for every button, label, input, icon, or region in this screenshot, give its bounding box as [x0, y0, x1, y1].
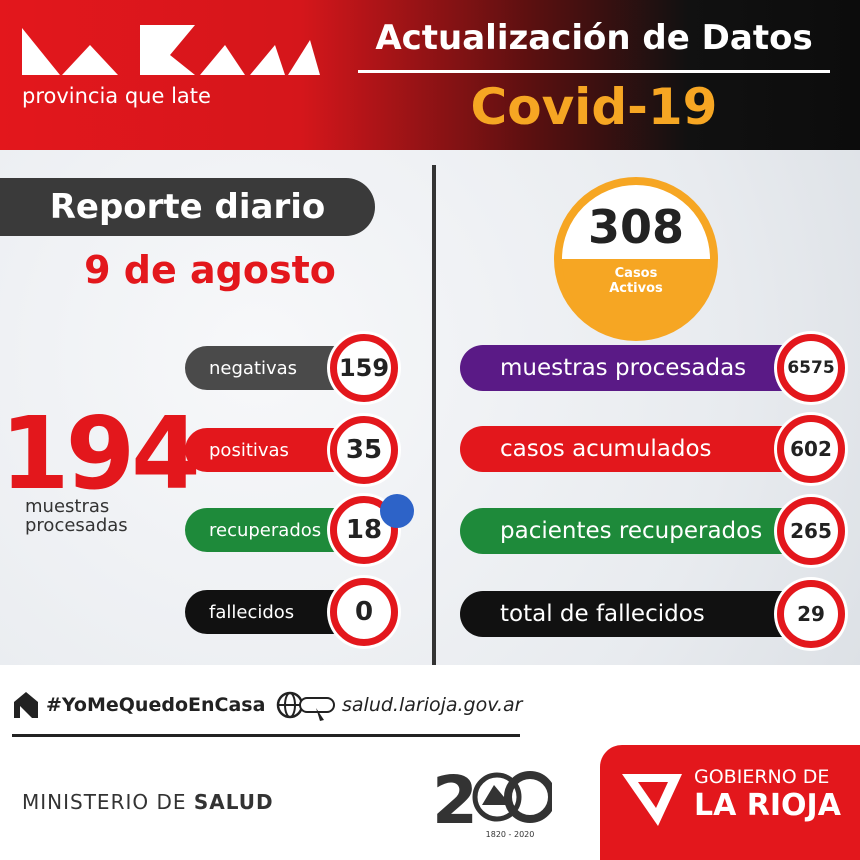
brand: provincia que late	[22, 84, 211, 108]
divider	[358, 70, 830, 73]
daily-value: 18	[330, 496, 398, 564]
home-icon	[14, 692, 38, 718]
report-label: Reporte diario	[0, 178, 375, 236]
hashtag: #YoMeQuedoEnCasa	[46, 694, 266, 716]
cumulative-value: 265	[777, 497, 845, 565]
gov-line1: GOBIERNO DE	[694, 766, 830, 788]
ministry: MINISTERIO DE SALUD	[22, 790, 274, 814]
ministry-text: MINISTERIO DE	[22, 790, 187, 814]
anniversary-logo: 2	[432, 765, 552, 835]
daily-value: 0	[330, 578, 398, 646]
cumulative-pill: total de fallecidos	[460, 591, 810, 637]
svg-text:2: 2	[432, 765, 478, 835]
like-icon	[380, 494, 414, 528]
subtitle: Covid-19	[470, 78, 718, 136]
daily-pill: recuperados	[185, 508, 355, 552]
separator	[432, 165, 436, 665]
report-date: 9 de agosto	[84, 248, 336, 292]
cumulative-pill: pacientes recuperados	[460, 508, 810, 554]
daily-value: 159	[330, 334, 398, 402]
cumulative-pill: casos acumulados	[460, 426, 810, 472]
cumulative-value: 29	[777, 580, 845, 648]
footer-line	[12, 734, 520, 737]
active-circle	[554, 177, 718, 341]
daily-pill: negativas	[185, 346, 355, 390]
gov-line2: LA RIOJA	[694, 788, 841, 823]
daily-pill: fallecidos	[185, 590, 355, 634]
ministry-bold: SALUD	[193, 790, 274, 814]
logo	[22, 25, 320, 75]
cumulative-pill: muestras procesadas	[460, 345, 810, 391]
cumulative-value: 602	[777, 415, 845, 483]
cumulative-value: 6575	[777, 334, 845, 402]
anniversary: 1820 - 2020	[485, 830, 535, 839]
header: provincia que late Actualización de Dato…	[0, 0, 860, 150]
daily-value: 35	[330, 416, 398, 484]
gov-logo	[622, 774, 682, 826]
web-icon	[276, 691, 335, 721]
website: salud.larioja.gov.ar	[342, 694, 523, 716]
active-value: 308	[587, 200, 685, 254]
daily-pill: positivas	[185, 428, 355, 472]
total-label: muestras procesadas	[25, 496, 128, 536]
title: Actualización de Datos	[375, 18, 813, 58]
active-label: Casos Activos	[609, 266, 663, 296]
total-value: 194	[0, 395, 201, 512]
